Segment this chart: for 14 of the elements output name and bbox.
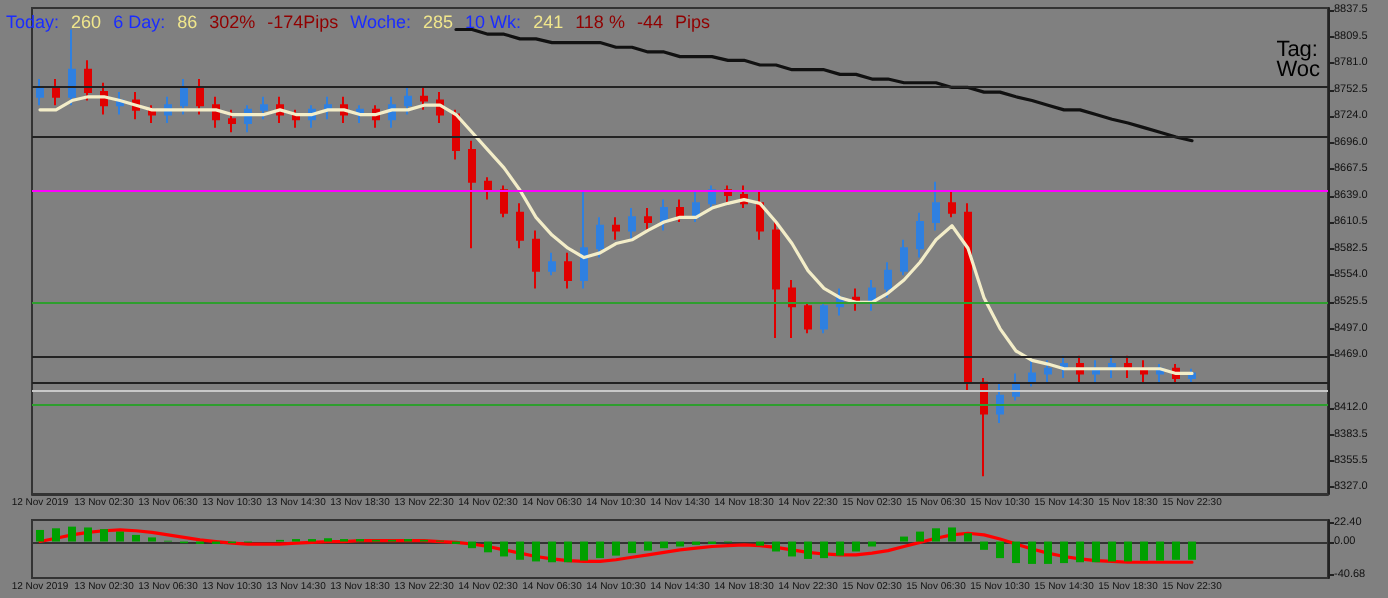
annotation: 241 xyxy=(533,12,564,32)
annotation: Woc xyxy=(1276,58,1320,82)
annotation: 285 xyxy=(423,12,454,32)
annotation: 86 xyxy=(177,12,198,32)
annotation: 260 xyxy=(71,12,102,32)
annotation: 118 % xyxy=(575,12,625,32)
annotation: Tag: xyxy=(1276,38,1318,62)
annotation: 302% xyxy=(209,12,256,32)
annotation: Woche: xyxy=(350,12,412,32)
annotation: 10 Wk: xyxy=(465,12,522,32)
annotation: 6 Day: xyxy=(113,12,166,32)
annotation: -174Pips xyxy=(267,12,339,32)
annotation: -44 xyxy=(636,12,663,32)
annotation: Pips xyxy=(674,12,710,32)
